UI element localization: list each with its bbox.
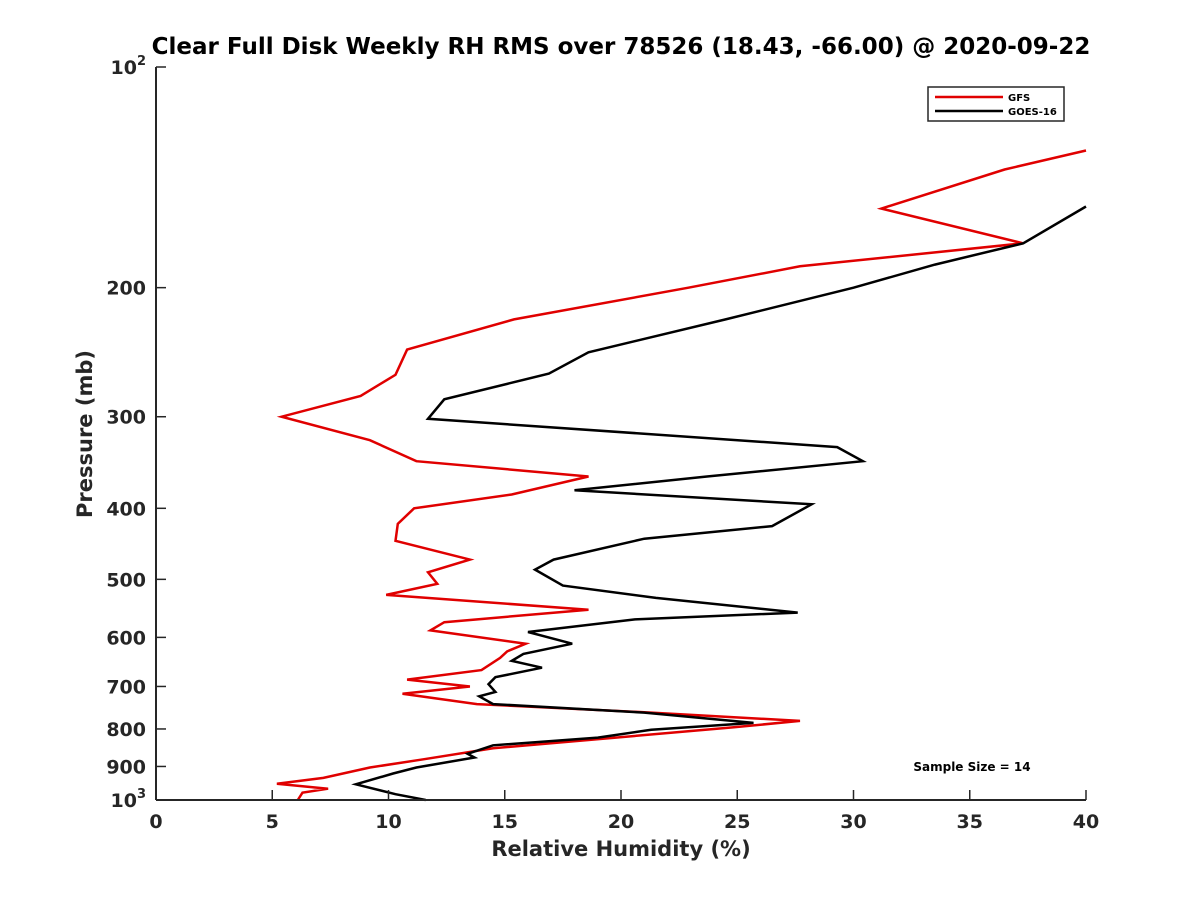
y-tick-label: 10 [111,57,137,79]
chart-title: Clear Full Disk Weekly RH RMS over 78526… [152,34,1091,60]
y-axis-label: Pressure (mb) [73,350,97,518]
legend-label-gfs: GFS [1008,93,1030,104]
y-tick-label: 600 [106,627,146,649]
series-line-gfs [276,149,1087,801]
x-tick-label: 10 [375,811,401,833]
x-tick-label: 20 [608,811,634,833]
x-tick-label: 0 [149,811,162,833]
x-tick-label: 5 [266,811,279,833]
y-tick-exponent: 3 [137,787,146,802]
y-tick-exponent: 2 [137,54,146,69]
legend-box [927,86,1065,122]
y-tick-label: 200 [106,278,146,300]
x-ticks: 0 5 10 15 20 25 30 35 40 [149,790,1099,833]
legend: GFS GOES-16 [927,86,1065,122]
y-tick-label: 700 [106,676,146,698]
y-tick-label: 800 [106,719,146,741]
y-tick-label: 10 [111,790,137,812]
plot-area: 0 5 10 15 20 25 30 35 40 10 220030040050060070080… [106,54,1099,833]
x-tick-label: 15 [492,811,518,833]
x-tick-label: 40 [1073,811,1099,833]
x-tick-label: 25 [724,811,750,833]
x-tick-label: 30 [840,811,866,833]
x-tick-label: 35 [957,811,983,833]
y-tick-label: 500 [106,569,146,591]
y-tick-label: 900 [106,756,146,778]
sample-size-note: Sample Size = 14 [913,760,1030,774]
y-tick-label: 400 [106,498,146,520]
series-line-goes16 [351,205,1087,802]
y-tick-label: 300 [106,407,146,429]
series-layer [276,149,1087,802]
x-axis-label: Relative Humidity (%) [491,837,750,861]
legend-label-goes16: GOES-16 [1008,107,1057,118]
